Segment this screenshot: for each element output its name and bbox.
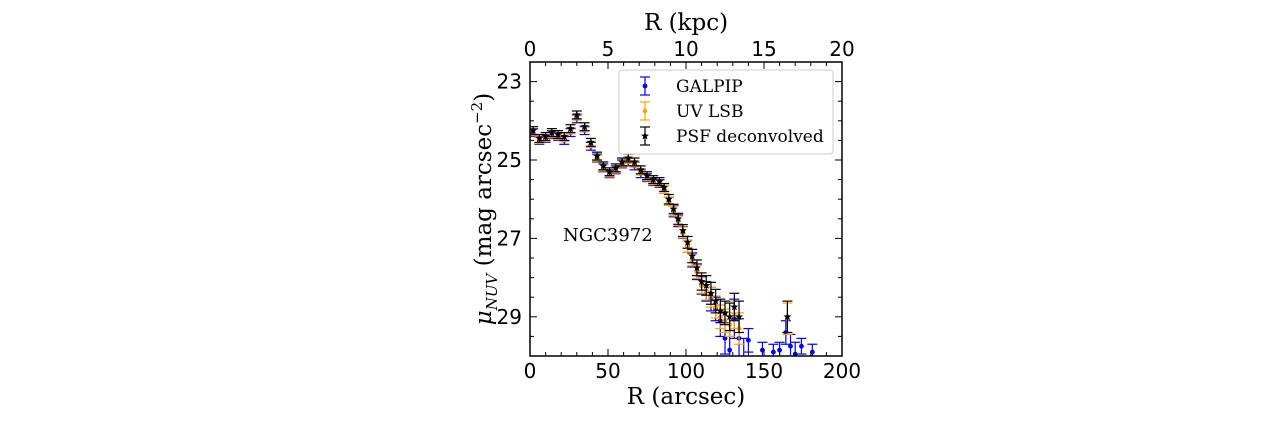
data-point bbox=[692, 263, 701, 272]
data-point bbox=[624, 153, 633, 162]
data-point bbox=[547, 128, 556, 136]
data-point bbox=[678, 226, 687, 234]
data-point bbox=[636, 165, 645, 174]
data-point bbox=[721, 308, 729, 317]
data-point bbox=[560, 132, 569, 140]
data-point bbox=[669, 204, 678, 213]
data-point bbox=[630, 157, 639, 166]
data-point bbox=[541, 132, 550, 140]
x2-tick-label: 10 bbox=[673, 37, 698, 61]
data-point bbox=[770, 349, 776, 355]
data-point bbox=[664, 195, 673, 203]
legend-label: GALPIP bbox=[676, 77, 743, 97]
data-point bbox=[746, 337, 751, 343]
series-layer bbox=[530, 110, 818, 356]
data-point bbox=[611, 163, 620, 172]
data-point bbox=[674, 214, 683, 223]
legend-box bbox=[618, 69, 834, 155]
legend-entries: GALPIP UV LSB PSF deconvolved bbox=[640, 76, 824, 147]
data-point bbox=[572, 110, 581, 119]
y-axis-title-exp: −2 bbox=[468, 102, 486, 124]
data-point bbox=[580, 122, 589, 131]
data-point bbox=[706, 289, 715, 297]
data-point bbox=[783, 312, 792, 321]
data-point bbox=[799, 343, 804, 349]
tick-layer: 0 50 100 150 200 0 5 10 15 20 23 25 27 29 bbox=[497, 37, 862, 383]
x2-tick-label: 0 bbox=[524, 37, 537, 61]
x2-tick-label: 20 bbox=[829, 37, 854, 61]
legend-label: PSF deconvolved bbox=[676, 127, 824, 147]
data-point bbox=[725, 312, 734, 321]
x2-tick-label: 5 bbox=[602, 37, 615, 61]
data-point bbox=[593, 151, 602, 160]
data-point bbox=[599, 161, 608, 170]
x2-tick-label: 15 bbox=[751, 37, 776, 61]
data-point bbox=[688, 251, 697, 260]
y-axis-title-close: ) bbox=[471, 93, 497, 102]
legend-label: UV LSB bbox=[676, 102, 743, 122]
y-tick-label: 27 bbox=[497, 226, 522, 250]
galaxy-annotation: NGC3972 bbox=[563, 225, 653, 246]
y-tick-label: 23 bbox=[497, 70, 522, 94]
data-point bbox=[554, 130, 563, 138]
data-point bbox=[618, 157, 627, 166]
series-psf-deconvolved bbox=[530, 110, 793, 334]
data-point bbox=[649, 175, 658, 183]
y-axis-title-sub: NUV bbox=[483, 271, 501, 311]
x-tick-label: 100 bbox=[667, 359, 705, 383]
x-tick-label: 200 bbox=[823, 359, 861, 383]
data-point bbox=[727, 347, 733, 353]
x-tick-label: 0 bbox=[524, 359, 537, 383]
legend-marker bbox=[641, 131, 649, 140]
y-axis-title-mu: μ bbox=[471, 310, 497, 325]
x-tick-label: 150 bbox=[745, 359, 783, 383]
data-point bbox=[730, 302, 739, 311]
data-point bbox=[777, 347, 782, 353]
data-point bbox=[660, 183, 669, 191]
data-point bbox=[530, 126, 538, 134]
data-point bbox=[735, 312, 744, 321]
y-tick-label: 25 bbox=[497, 148, 522, 172]
data-point bbox=[535, 134, 544, 142]
data-point bbox=[697, 277, 706, 285]
y-tick-label: 29 bbox=[497, 305, 522, 329]
data-point bbox=[586, 138, 595, 146]
data-point bbox=[711, 296, 720, 305]
data-point bbox=[722, 335, 728, 341]
data-point bbox=[643, 171, 651, 180]
x-tick-label: 50 bbox=[595, 359, 620, 383]
data-point bbox=[566, 124, 575, 133]
data-point bbox=[605, 167, 614, 176]
x-axis-title: R (arcsec) bbox=[627, 384, 745, 410]
data-point bbox=[716, 306, 725, 315]
legend-marker bbox=[642, 107, 648, 115]
data-point bbox=[655, 177, 664, 185]
legend-marker bbox=[642, 83, 648, 89]
data-point bbox=[788, 343, 793, 349]
y-axis-title: μNUV (mag arcsec−2) bbox=[468, 93, 501, 325]
x2-axis-title: R (kpc) bbox=[644, 10, 728, 36]
data-point bbox=[702, 281, 711, 289]
data-point bbox=[683, 238, 692, 246]
y-axis-title-rest: (mag arcsec bbox=[471, 124, 497, 274]
legend: GALPIP UV LSB PSF deconvolved bbox=[618, 69, 834, 155]
